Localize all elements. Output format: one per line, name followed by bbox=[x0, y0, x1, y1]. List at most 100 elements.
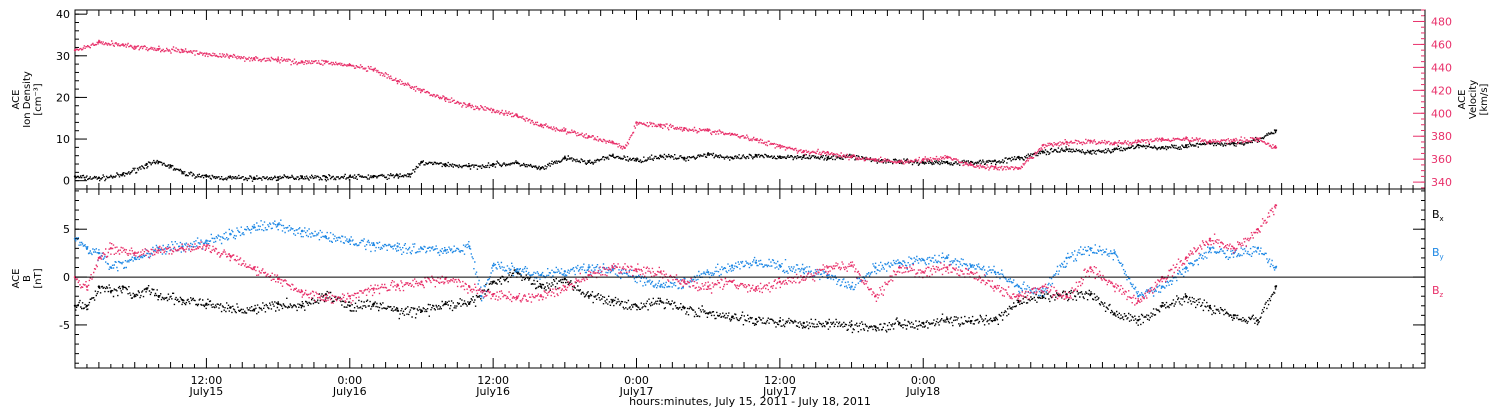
data-point bbox=[1184, 295, 1188, 298]
data-point bbox=[1017, 167, 1021, 170]
data-point bbox=[587, 160, 590, 164]
data-point bbox=[898, 266, 901, 269]
data-point bbox=[730, 264, 734, 267]
data-point bbox=[1274, 204, 1277, 207]
axis-label-line: ACE bbox=[1457, 90, 1468, 110]
data-point bbox=[491, 162, 495, 166]
data-point bbox=[515, 114, 519, 117]
data-point bbox=[993, 271, 997, 274]
data-point bbox=[802, 154, 805, 157]
x-tick-label-time: 0:00 bbox=[624, 374, 649, 387]
data-point bbox=[181, 247, 184, 250]
axis-label-line: Ion Density bbox=[22, 71, 33, 128]
data-point bbox=[479, 295, 483, 298]
tick-label: 30 bbox=[56, 50, 70, 63]
x-tick-label-time: 0:00 bbox=[337, 374, 362, 387]
data-point bbox=[491, 293, 495, 296]
data-point bbox=[1017, 285, 1021, 288]
data-point bbox=[1274, 146, 1277, 149]
data-point bbox=[444, 97, 447, 100]
data-point bbox=[229, 306, 232, 309]
data-point bbox=[109, 266, 113, 269]
data-point bbox=[1256, 318, 1259, 322]
legend-sub: z bbox=[1440, 291, 1444, 299]
data-point bbox=[1113, 312, 1116, 315]
data-point bbox=[659, 271, 662, 274]
tick-label: 380 bbox=[1431, 130, 1452, 143]
data-point bbox=[444, 249, 447, 252]
data-point bbox=[491, 108, 495, 112]
data-point bbox=[157, 295, 160, 298]
data-point bbox=[802, 321, 805, 325]
data-point bbox=[97, 176, 101, 179]
data-point bbox=[898, 160, 901, 163]
data-point bbox=[826, 151, 829, 154]
series-1 bbox=[73, 39, 1278, 171]
x-tick-label-time: 0:00 bbox=[911, 374, 936, 387]
tick-label: -5 bbox=[59, 319, 70, 332]
data-point bbox=[826, 321, 829, 325]
data-point bbox=[1256, 137, 1259, 140]
data-point bbox=[300, 60, 304, 63]
axis-label-line: ACE bbox=[11, 90, 22, 110]
tick-label: 5 bbox=[63, 223, 70, 236]
data-point bbox=[778, 319, 782, 323]
data-point bbox=[587, 135, 590, 138]
data-point bbox=[850, 264, 853, 267]
x-tick-label-time: 12:00 bbox=[477, 374, 509, 387]
data-point bbox=[1208, 306, 1212, 309]
data-point bbox=[85, 247, 89, 250]
data-point bbox=[157, 160, 160, 164]
data-point bbox=[348, 239, 351, 242]
data-point bbox=[850, 155, 853, 159]
data-point bbox=[324, 235, 328, 239]
data-point bbox=[587, 266, 590, 269]
data-point bbox=[276, 176, 280, 179]
tick-label: 360 bbox=[1431, 153, 1452, 166]
data-point bbox=[730, 156, 734, 159]
data-point bbox=[229, 232, 232, 236]
data-point bbox=[1274, 285, 1277, 288]
data-point bbox=[97, 251, 101, 255]
right-y-axis-1: 340 360 380 400 420 440 460 480 bbox=[1413, 9, 1452, 189]
data-point bbox=[468, 164, 471, 168]
data-point bbox=[109, 247, 113, 250]
data-point bbox=[444, 302, 447, 306]
data-point bbox=[205, 245, 208, 248]
data-point bbox=[1184, 256, 1188, 260]
tick-label: 480 bbox=[1431, 15, 1452, 28]
data-point bbox=[826, 266, 829, 269]
data-point bbox=[778, 264, 782, 267]
legend-sub: y bbox=[1440, 253, 1444, 261]
data-point bbox=[874, 157, 877, 161]
data-point bbox=[491, 280, 495, 284]
x-tick-label-day: July16 bbox=[332, 385, 367, 398]
data-point bbox=[372, 243, 375, 246]
x-tick-label-time: 12:00 bbox=[191, 374, 223, 387]
data-point bbox=[348, 304, 351, 307]
data-point bbox=[754, 138, 758, 141]
data-point bbox=[468, 245, 471, 248]
data-point bbox=[945, 266, 949, 269]
data-point bbox=[539, 285, 543, 288]
data-point bbox=[635, 121, 638, 124]
data-point bbox=[945, 155, 949, 159]
data-point bbox=[396, 79, 399, 83]
data-point bbox=[396, 174, 399, 177]
data-point bbox=[491, 264, 495, 267]
tick-label: 460 bbox=[1431, 38, 1452, 51]
data-point bbox=[969, 271, 973, 274]
data-point bbox=[1113, 141, 1116, 145]
data-point bbox=[1137, 318, 1140, 322]
data-point bbox=[1089, 266, 1092, 269]
data-point bbox=[169, 164, 172, 168]
left-y-axis-1: 0 10 20 30 40 bbox=[56, 8, 87, 190]
data-point bbox=[1089, 139, 1092, 143]
data-point bbox=[539, 295, 543, 298]
data-point bbox=[1274, 129, 1277, 132]
data-point bbox=[253, 308, 256, 311]
data-point bbox=[181, 48, 184, 52]
data-point bbox=[1065, 148, 1068, 151]
panel-1-frame bbox=[74, 9, 1426, 190]
data-point bbox=[145, 162, 148, 166]
